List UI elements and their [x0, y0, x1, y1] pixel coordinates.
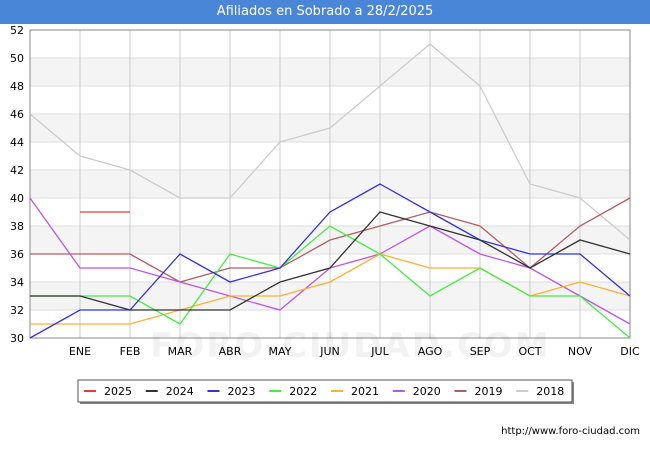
legend-label-2019: 2019 [475, 385, 503, 398]
y-tick-label: 30 [10, 332, 24, 345]
legend-label-2020: 2020 [413, 385, 441, 398]
x-tick-label: JUN [319, 345, 340, 358]
plot-border [29, 29, 631, 339]
y-tick-label: 40 [10, 192, 24, 205]
x-tick-label: JUL [370, 345, 389, 358]
y-tick-label: 46 [10, 108, 24, 121]
watermark: FORO-CIUDAD.COM [150, 326, 551, 366]
x-tick-label: ENE [69, 345, 91, 358]
y-tick-label: 38 [10, 220, 24, 233]
y-tick-label: 50 [10, 52, 24, 65]
x-tick-label: OCT [518, 345, 541, 358]
x-tick-label: AGO [418, 345, 443, 358]
chart-title: Afiliados en Sobrado a 28/2/2025 [0, 0, 650, 24]
x-tick-label: NOV [568, 345, 593, 358]
series-line-2022 [30, 225, 631, 339]
legend: 2025 2024 2023 2022 2021 2020 2019 2018 [77, 379, 573, 403]
legend-label-2024: 2024 [166, 385, 194, 398]
y-tick-label: 48 [10, 80, 24, 93]
y-tick-label: 34 [10, 276, 24, 289]
x-tick-label: FEB [120, 345, 141, 358]
y-tick-label: 42 [10, 164, 24, 177]
x-tick-label: DIC [620, 345, 640, 358]
legend-label-2022: 2022 [289, 385, 317, 398]
y-tick-label: 32 [10, 304, 24, 317]
y-tick-label: 44 [10, 136, 24, 149]
legend-label-2023: 2023 [228, 385, 256, 398]
x-tick-label: MAY [269, 345, 292, 358]
series-line-2024 [30, 211, 631, 311]
x-tick-label: SEP [470, 345, 491, 358]
x-tick-label: ABR [219, 345, 242, 358]
series-line-2018 [29, 43, 631, 241]
footer-url[interactable]: http://www.foro-ciudad.com [501, 426, 640, 437]
y-tick-label: 36 [10, 248, 24, 261]
legend-label-2025: 2025 [104, 385, 132, 398]
legend-label-2021: 2021 [351, 385, 379, 398]
y-tick-label: 52 [10, 24, 24, 37]
legend-label-2018: 2018 [536, 385, 564, 398]
legend-box [77, 379, 573, 403]
x-tick-label: MAR [168, 345, 193, 358]
